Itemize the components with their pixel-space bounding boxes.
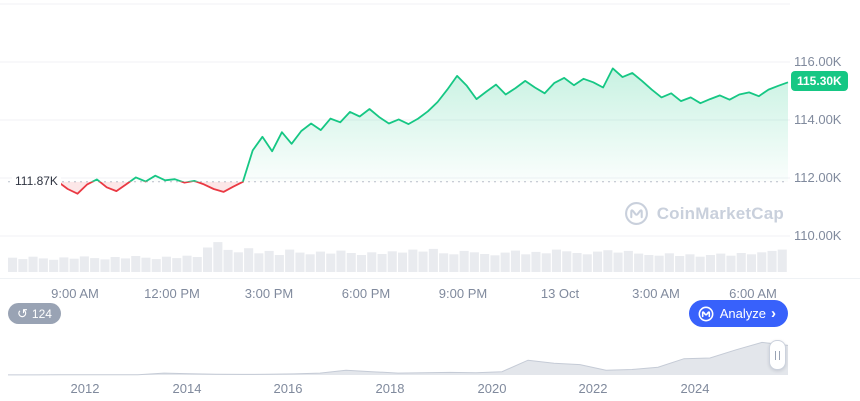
- x-axis-label: 3:00 PM: [244, 286, 294, 301]
- navigator-line: [8, 341, 788, 376]
- y-axis-label: 110.00K: [794, 228, 842, 243]
- y-axis-label: 114.00K: [794, 112, 842, 127]
- timeline-year-label: 2022: [578, 381, 608, 396]
- history-icon: ↺: [17, 306, 28, 321]
- y-axis-label: 112.00K: [794, 170, 842, 185]
- timeline-chart-svg: [8, 341, 788, 376]
- y-axis-label: 116.00K: [794, 54, 842, 69]
- timeline-year-label: 2018: [375, 381, 405, 396]
- x-axis-label: 3:00 AM: [632, 286, 680, 301]
- timeline-year-label: 2014: [172, 381, 202, 396]
- x-axis-label: 6:00 AM: [729, 286, 777, 301]
- history-badge[interactable]: ↺ 124: [8, 303, 61, 324]
- x-axis-label: 13 Oct: [540, 286, 580, 301]
- x-axis-label: 12:00 PM: [144, 286, 200, 301]
- price-area-up: [92, 68, 788, 182]
- coinmarketcap-logo-icon: [624, 201, 649, 226]
- timeline-year-label: 2016: [273, 381, 303, 396]
- timeline-resize-handle[interactable]: [769, 340, 786, 370]
- analyze-label: Analyze: [719, 306, 766, 321]
- price-line-up: [58, 67, 789, 182]
- timeline-navigator[interactable]: [8, 334, 788, 376]
- timeline-year-label: 2024: [680, 381, 710, 396]
- history-count: 124: [31, 306, 52, 321]
- timeline-year-label: 2012: [70, 381, 100, 396]
- x-axis-label: 9:00 PM: [438, 286, 488, 301]
- current-price-badge: 115.30K: [791, 71, 848, 91]
- timeline-year-label: 2020: [477, 381, 507, 396]
- open-price-label: 111.87K: [12, 174, 61, 189]
- x-axis-label: 6:00 PM: [341, 286, 391, 301]
- analyze-button[interactable]: Analyze ›: [688, 300, 788, 327]
- axis-divider: [0, 278, 860, 279]
- coinmarketcap-logo-icon: [698, 306, 714, 322]
- x-axis-label: 9:00 AM: [51, 286, 99, 301]
- volume-bars: [8, 242, 787, 272]
- handle-grip-bar: [775, 350, 776, 360]
- handle-grip-bar: [779, 350, 780, 360]
- watermark-text: CoinMarketCap: [656, 203, 784, 223]
- chevron-right-icon: ›: [771, 304, 776, 322]
- price-chart-svg[interactable]: [0, 0, 790, 280]
- watermark: CoinMarketCap: [624, 201, 784, 226]
- navigator-area: [8, 342, 788, 375]
